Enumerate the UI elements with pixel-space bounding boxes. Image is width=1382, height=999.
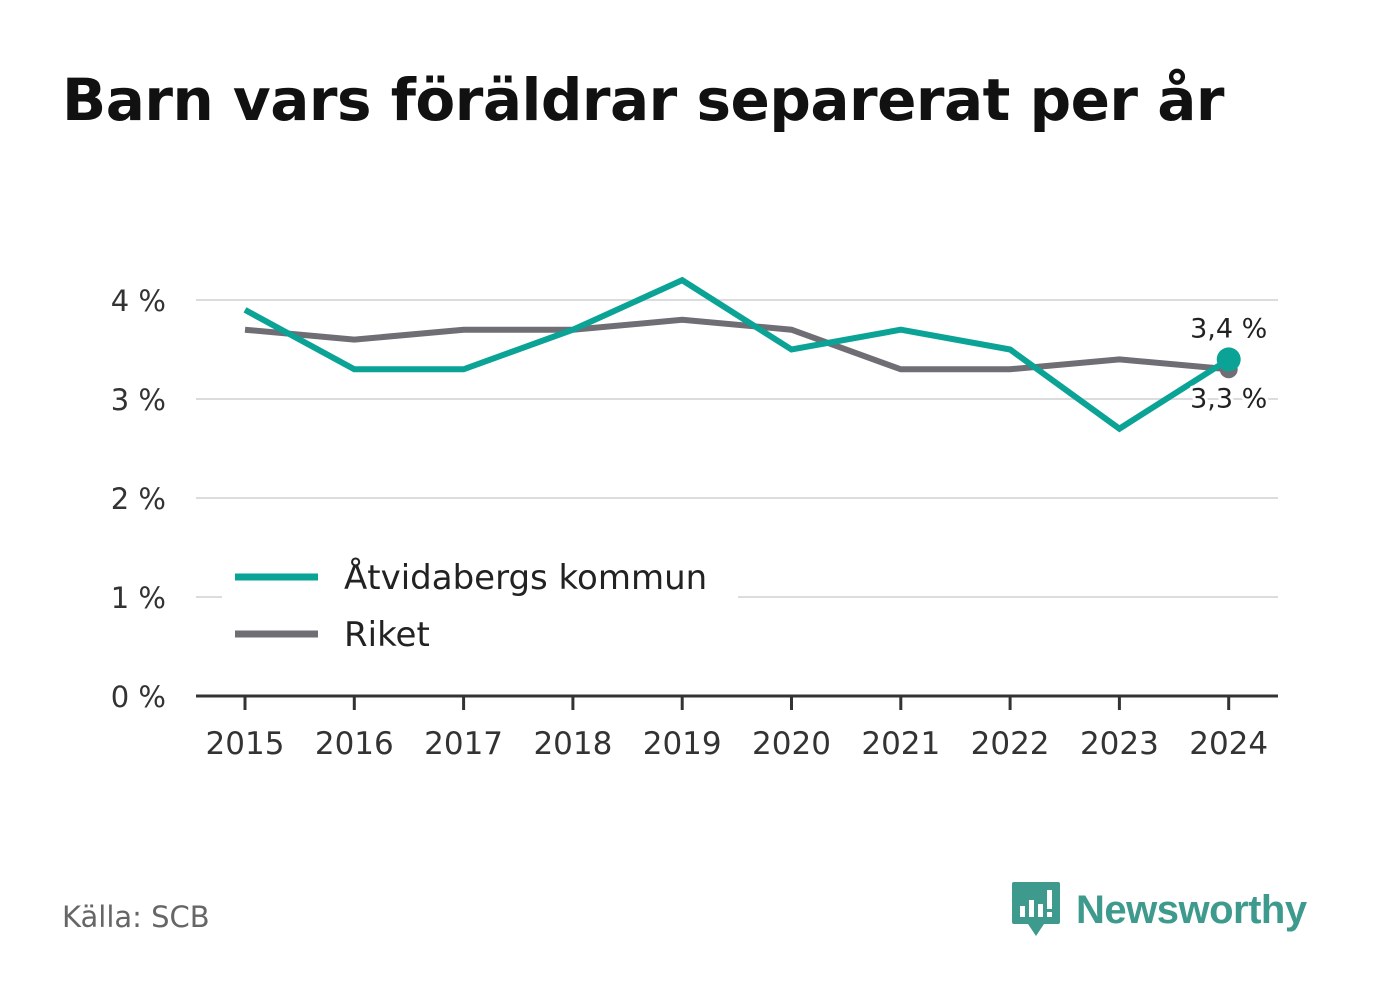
x-axis-ticks: 2015 2016 2017 2018 2019 2020 2021 2022 2023 2024: [196, 694, 1278, 762]
x-tick-label: 2018: [533, 726, 612, 762]
x-tick-label: 2017: [424, 726, 503, 762]
x-tick-label: 2015: [206, 726, 285, 762]
brand-name: Newsworthy: [1076, 887, 1307, 932]
legend-background: [222, 545, 738, 663]
series-end-point-kommun: [1216, 347, 1241, 372]
end-label: 3,4 %: [1190, 313, 1267, 344]
y-tick-label: 1 %: [111, 581, 166, 615]
y-tick-label: 0 %: [111, 680, 166, 714]
series-line-riket: [244, 316, 1229, 373]
y-tick-label: 3 %: [111, 383, 166, 417]
y-tick-label: 4 %: [111, 284, 166, 318]
x-tick-label: 2020: [752, 726, 831, 762]
end-labels: 3,4 % 3,3 %: [1187, 310, 1270, 417]
source-note: Källa: SCB: [62, 900, 210, 934]
legend-label: Åtvidabergs kommun: [344, 557, 707, 598]
series-lines: [243, 276, 1241, 433]
series-line-kommun: [243, 276, 1231, 433]
x-tick-label: 2016: [315, 726, 394, 762]
end-label: 3,3 %: [1190, 383, 1267, 414]
x-tick-label: 2024: [1189, 726, 1268, 762]
brand: Newsworthy: [1010, 880, 1307, 940]
chart-title: Barn vars föräldrar separerat per år: [62, 66, 1224, 134]
y-axis-ticks: 0 % 1 % 2 % 3 % 4 %: [111, 284, 166, 714]
legend: Åtvidabergs kommun Riket: [222, 545, 738, 663]
x-tick-label: 2023: [1080, 726, 1159, 762]
y-tick-label: 2 %: [111, 482, 166, 516]
x-tick-label: 2022: [971, 726, 1050, 762]
newsworthy-logo-icon: [1012, 882, 1060, 936]
legend-label: Riket: [344, 615, 430, 655]
x-tick-label: 2019: [643, 726, 722, 762]
x-tick-label: 2021: [861, 726, 940, 762]
